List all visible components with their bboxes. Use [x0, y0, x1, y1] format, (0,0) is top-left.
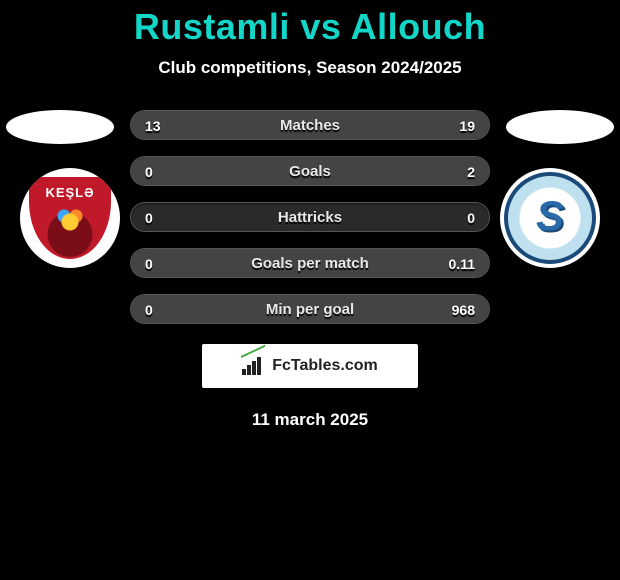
left-club-name: KEŞLƏ [45, 185, 94, 200]
stat-value-left: 0 [145, 203, 153, 232]
brand-name: FcTables.com [272, 357, 378, 375]
right-club-badge-shape: S [504, 172, 596, 264]
left-player-photo [6, 110, 114, 144]
stat-row: Hattricks0 0 [130, 202, 490, 232]
right-club-name: S [536, 192, 564, 240]
stat-row: Goals per match0 0.11 [130, 248, 490, 278]
stat-row: Goals0 2 [130, 156, 490, 186]
stat-value-right: 0.11 [449, 249, 475, 278]
stat-value-left: 0 [145, 249, 153, 278]
stat-value-right: 2 [467, 157, 475, 186]
subtitle: Club competitions, Season 2024/2025 [0, 58, 620, 78]
stat-value-right: 0 [467, 203, 475, 232]
stat-value-left: 13 [145, 111, 161, 140]
stat-label: Goals [131, 157, 489, 186]
chart-icon [242, 357, 264, 375]
stat-label: Hattricks [131, 203, 489, 232]
stat-label: Min per goal [131, 295, 489, 324]
stat-value-right: 968 [452, 295, 475, 324]
stat-label: Matches [131, 111, 489, 140]
stat-row: Min per goal0 968 [130, 294, 490, 324]
right-club-badge: S [500, 168, 600, 268]
left-club-badge-shape: KEŞLƏ [29, 177, 111, 259]
page-title: Rustamli vs Allouch [0, 0, 620, 48]
stat-row: Matches13 19 [130, 110, 490, 140]
stat-value-left: 0 [145, 295, 153, 324]
stat-label: Goals per match [131, 249, 489, 278]
stat-rows: Matches1319Goals02Hattricks00Goals per m… [130, 110, 490, 324]
content: KEŞLƏ S Matches1319Goals02Hattricks00Goa… [0, 110, 620, 430]
stat-value-right: 19 [459, 111, 475, 140]
stat-value-left: 0 [145, 157, 153, 186]
right-player-photo [506, 110, 614, 144]
root: Rustamli vs Allouch Club competitions, S… [0, 0, 620, 580]
date-text: 11 march 2025 [0, 410, 620, 430]
left-club-badge: KEŞLƏ [20, 168, 120, 268]
flame-icon [55, 204, 85, 234]
brand-badge: FcTables.com [202, 344, 418, 388]
